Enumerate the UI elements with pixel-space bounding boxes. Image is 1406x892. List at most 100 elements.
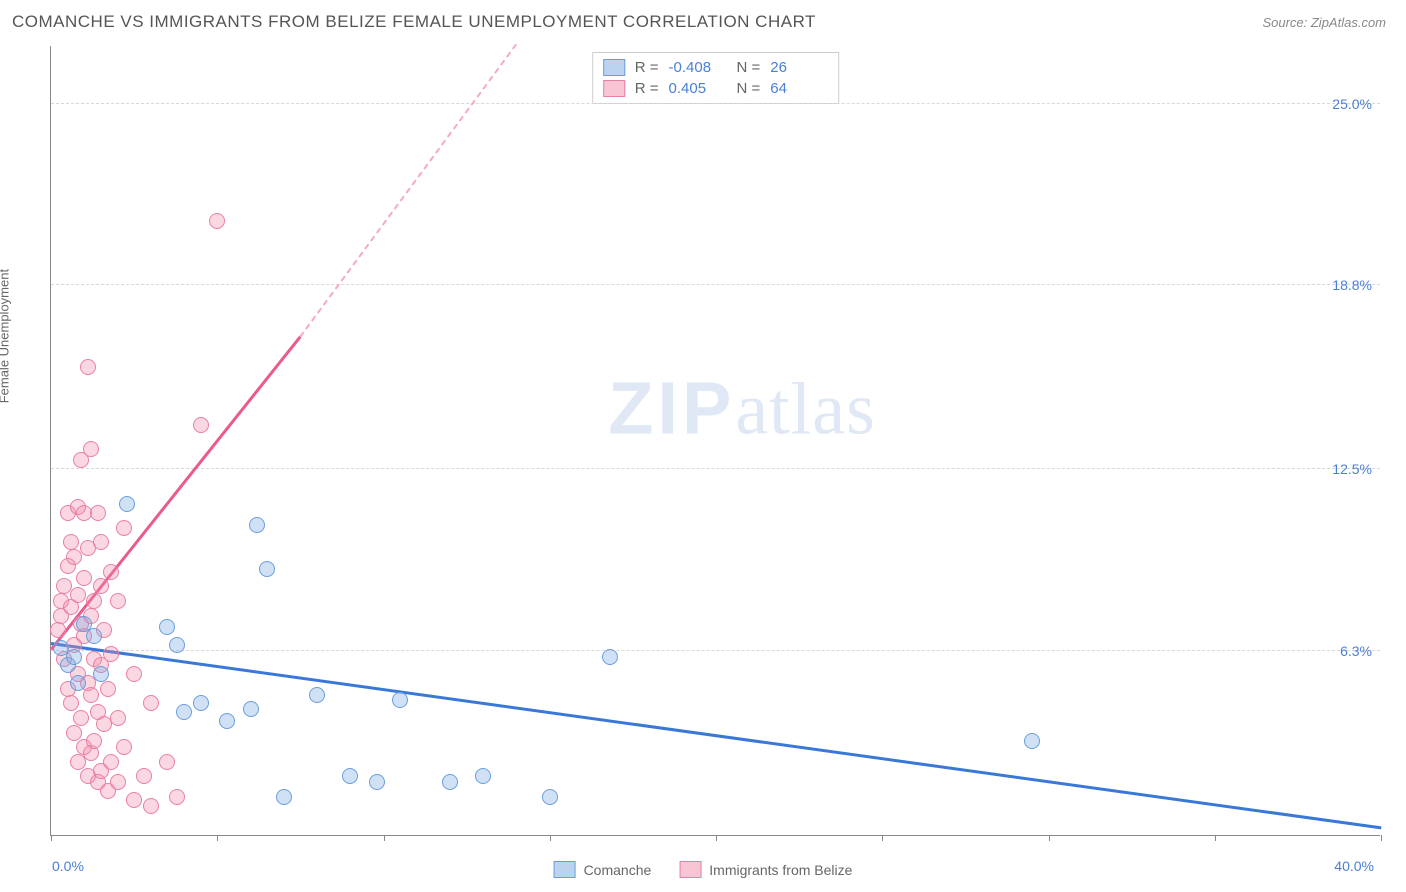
data-point [100, 681, 116, 697]
data-point [93, 534, 109, 550]
data-point [103, 564, 119, 580]
stats-row: R = -0.408 N = 26 [603, 57, 829, 78]
data-point [83, 441, 99, 457]
data-point [276, 789, 292, 805]
data-point [136, 768, 152, 784]
data-point [442, 774, 458, 790]
data-point [169, 637, 185, 653]
data-point [209, 213, 225, 229]
swatch-pink [679, 861, 701, 878]
data-point [342, 768, 358, 784]
x-tick-mark [217, 835, 218, 841]
x-tick-mark [1215, 835, 1216, 841]
data-point [193, 417, 209, 433]
data-point [76, 570, 92, 586]
data-point [116, 739, 132, 755]
data-point [90, 505, 106, 521]
chart-header: COMANCHE VS IMMIGRANTS FROM BELIZE FEMAL… [0, 0, 1406, 40]
data-point [542, 789, 558, 805]
watermark: ZIPatlas [608, 365, 876, 452]
legend-label: Immigrants from Belize [709, 862, 852, 878]
data-point [169, 789, 185, 805]
swatch-blue [603, 59, 625, 76]
stat-r-value: 0.405 [669, 80, 727, 97]
data-point [126, 666, 142, 682]
data-point [93, 666, 109, 682]
stat-r-value: -0.408 [669, 59, 727, 76]
legend-item: Immigrants from Belize [679, 861, 852, 878]
data-point [159, 754, 175, 770]
data-point [392, 692, 408, 708]
data-point [63, 534, 79, 550]
stat-n-value: 64 [770, 80, 828, 97]
plot-area: ZIPatlas R = -0.408 N = 26 R = 0.405 N =… [50, 46, 1380, 836]
stat-r-label: R = [635, 80, 659, 97]
data-point [103, 646, 119, 662]
stat-n-label: N = [737, 80, 761, 97]
data-point [110, 593, 126, 609]
data-point [50, 622, 66, 638]
data-point [143, 798, 159, 814]
legend-item: Comanche [554, 861, 652, 878]
data-point [66, 649, 82, 665]
data-point [70, 587, 86, 603]
data-point [66, 725, 82, 741]
legend: Comanche Immigrants from Belize [554, 861, 853, 878]
x-tick-mark [550, 835, 551, 841]
y-axis-label: Female Unemployment [0, 269, 12, 403]
x-tick-mark [1049, 835, 1050, 841]
data-point [70, 675, 86, 691]
stats-row: R = 0.405 N = 64 [603, 78, 829, 99]
data-point [259, 561, 275, 577]
data-point [475, 768, 491, 784]
data-point [602, 649, 618, 665]
stat-r-label: R = [635, 59, 659, 76]
data-point [126, 792, 142, 808]
x-tick-mark [716, 835, 717, 841]
data-point [219, 713, 235, 729]
data-point [86, 733, 102, 749]
chart-title: COMANCHE VS IMMIGRANTS FROM BELIZE FEMAL… [12, 12, 816, 32]
x-tick-mark [51, 835, 52, 841]
data-point [116, 520, 132, 536]
x-tick-mark [882, 835, 883, 841]
legend-label: Comanche [584, 862, 652, 878]
data-point [243, 701, 259, 717]
gridline [51, 103, 1380, 104]
gridline [51, 468, 1380, 469]
swatch-pink [603, 80, 625, 97]
stat-n-value: 26 [770, 59, 828, 76]
data-point [83, 687, 99, 703]
y-tick-label: 6.3% [1340, 643, 1372, 659]
data-point [110, 710, 126, 726]
y-tick-label: 12.5% [1332, 461, 1372, 477]
data-point [249, 517, 265, 533]
x-tick-min: 0.0% [52, 858, 84, 874]
data-point [80, 359, 96, 375]
stats-box: R = -0.408 N = 26 R = 0.405 N = 64 [592, 52, 840, 104]
stat-n-label: N = [737, 59, 761, 76]
chart-source: Source: ZipAtlas.com [1262, 15, 1386, 30]
data-point [176, 704, 192, 720]
data-point [309, 687, 325, 703]
data-point [86, 628, 102, 644]
data-point [193, 695, 209, 711]
y-tick-label: 18.8% [1332, 277, 1372, 293]
regression-line [51, 642, 1381, 829]
data-point [73, 710, 89, 726]
x-tick-mark [1381, 835, 1382, 841]
data-point [93, 578, 109, 594]
x-tick-max: 40.0% [1334, 858, 1374, 874]
data-point [103, 754, 119, 770]
data-point [143, 695, 159, 711]
data-point [369, 774, 385, 790]
data-point [119, 496, 135, 512]
swatch-blue [554, 861, 576, 878]
x-tick-mark [384, 835, 385, 841]
data-point [86, 593, 102, 609]
data-point [110, 774, 126, 790]
data-point [1024, 733, 1040, 749]
data-point [63, 695, 79, 711]
y-tick-label: 25.0% [1332, 96, 1372, 112]
chart-container: Female Unemployment ZIPatlas R = -0.408 … [12, 46, 1394, 880]
